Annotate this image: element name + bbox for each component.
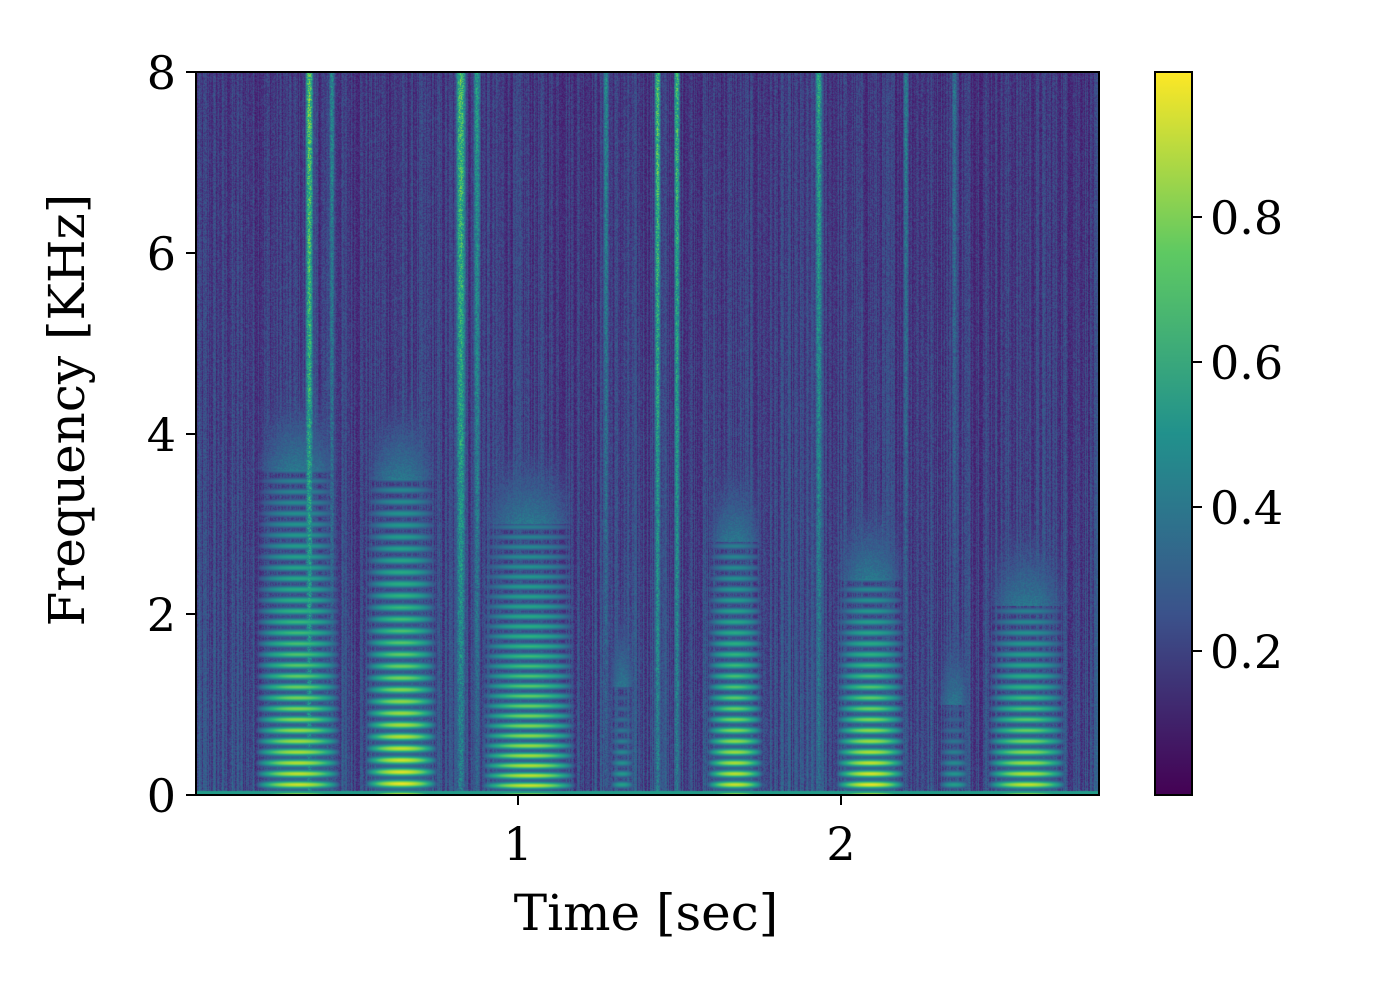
y-tick-label: 8 [147, 46, 176, 100]
colorbar-gradient [1154, 71, 1193, 796]
y-axis: 0 2 4 6 8 [147, 46, 196, 823]
y-tick-label: 4 [147, 408, 176, 462]
colorbar-tick: 0.8 [1192, 191, 1283, 245]
colorbar-tick-label: 0.2 [1210, 625, 1283, 679]
x-tick: 1 [503, 795, 533, 871]
y-tick-label: 2 [147, 588, 176, 642]
colorbar-tick: 0.6 [1192, 336, 1283, 390]
y-tick: 4 [147, 408, 196, 462]
y-tick-label: 0 [147, 769, 176, 823]
heatmap [195, 71, 1100, 796]
x-tick: 2 [826, 795, 856, 871]
x-axis: 1 2 [503, 795, 856, 871]
x-axis-label: Time [sec] [514, 884, 779, 942]
x-tick-label: 1 [503, 817, 532, 871]
x-tick-label: 2 [826, 817, 855, 871]
colorbar-tick-label: 0.4 [1210, 481, 1283, 535]
colorbar-tick-label: 0.6 [1210, 336, 1283, 390]
y-tick: 8 [147, 46, 196, 100]
colorbar: 0.2 0.4 0.6 0.8 [1154, 71, 1283, 796]
y-tick: 6 [147, 227, 196, 281]
colorbar-tick: 0.2 [1192, 625, 1283, 679]
y-tick: 0 [147, 769, 196, 823]
colorbar-tick-label: 0.8 [1210, 191, 1283, 245]
y-tick-label: 6 [147, 227, 176, 281]
y-axis-label: Frequency [KHz] [38, 194, 96, 627]
colorbar-tick: 0.4 [1192, 481, 1283, 535]
y-tick: 2 [147, 588, 196, 642]
